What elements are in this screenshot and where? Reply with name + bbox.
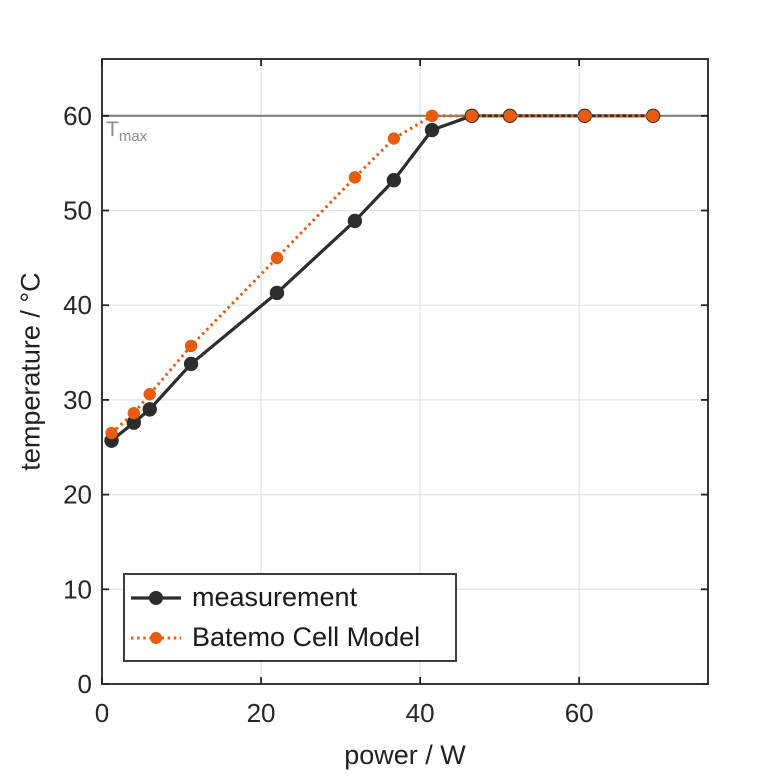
y-tick-label: 20	[63, 480, 92, 510]
legend-label-measurement: measurement	[192, 582, 358, 612]
measurement-marker	[126, 415, 142, 430]
model-marker	[348, 171, 362, 184]
x-tick-label: 0	[95, 698, 109, 728]
measurement-marker	[269, 285, 285, 301]
legend-item-model: Batemo Cell Model	[130, 618, 455, 658]
x-tick-label: 20	[247, 698, 276, 728]
model-marker	[105, 426, 118, 440]
x-tick-label: 40	[406, 698, 435, 728]
measurement-line	[110, 114, 654, 442]
y-tick-label: 40	[63, 290, 92, 320]
model-marker	[143, 388, 156, 401]
model-marker	[503, 109, 517, 123]
measurement-marker	[347, 213, 363, 229]
model-marker	[270, 251, 284, 265]
y-tick-label: 0	[78, 669, 92, 699]
legend-item-measurement: measurement	[130, 578, 455, 618]
y-tick-label: 10	[63, 574, 92, 604]
measurement-marker	[183, 356, 199, 372]
tmax-annotation-main: T	[106, 118, 119, 141]
model-marker	[127, 406, 141, 420]
x-axis-label: power / W	[344, 740, 466, 770]
measurement-marker	[386, 173, 402, 188]
model-line	[110, 114, 654, 435]
tmax-annotation-sub: max	[118, 128, 148, 145]
x-tick-label: 60	[565, 698, 594, 728]
measurement-marker	[142, 402, 157, 417]
model-marker	[425, 109, 439, 123]
legend: measurement Batemo Cell Model	[123, 573, 457, 662]
measurement-line-sample-icon	[131, 590, 181, 605]
model-marker	[184, 339, 198, 353]
model-line-sample-icon	[131, 631, 181, 644]
model-marker	[387, 132, 401, 145]
y-tick-label: 60	[63, 101, 92, 131]
model-marker	[646, 109, 660, 123]
measurement-marker	[424, 122, 440, 138]
y-tick-label: 50	[63, 196, 92, 226]
model-marker	[465, 109, 479, 123]
legend-label-model: Batemo Cell Model	[192, 622, 421, 652]
model-marker	[578, 109, 591, 123]
y-tick-label: 30	[63, 385, 92, 415]
tmax-annotation: Tmax	[106, 119, 147, 144]
plot-border	[101, 58, 709, 685]
